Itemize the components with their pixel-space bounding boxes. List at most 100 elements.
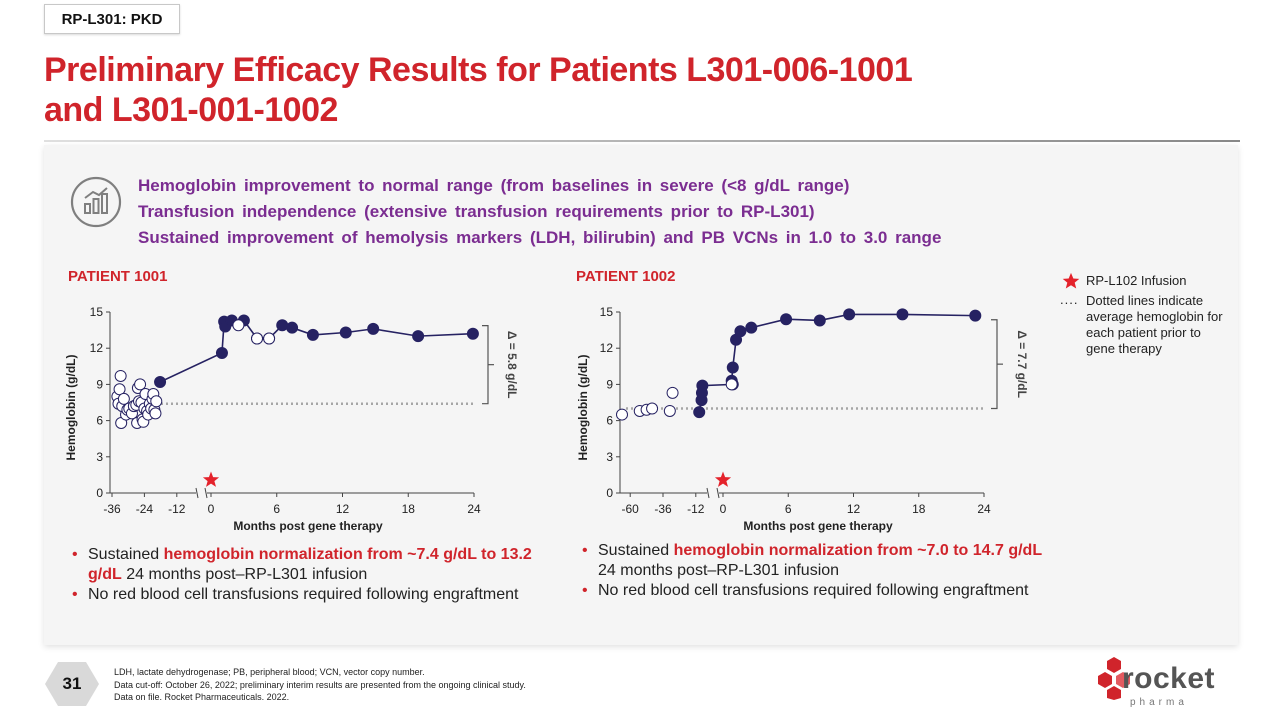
axis-break: [706, 487, 710, 499]
post-therapy-point: [726, 361, 739, 374]
page-number-hexagon: [45, 662, 99, 706]
legend-dotted-line-2: average hemoglobin for: [1086, 309, 1223, 324]
x-axis-label: Months post gene therapy: [743, 519, 893, 533]
post-therapy-point: [813, 314, 826, 327]
rocket-logo-icon: [1098, 657, 1130, 700]
bullet-text: 24 months post–RP-L301 infusion: [121, 566, 368, 583]
bullet-item: No red blood cell transfusions required …: [580, 581, 1100, 601]
headline-transfusion: Transfusion independence (extensive tran…: [138, 202, 815, 221]
legend-dotted-line-1: Dotted lines indicate: [1086, 293, 1204, 308]
post-therapy-point: [339, 326, 352, 339]
patient-1002-title: PATIENT 1002: [576, 268, 676, 285]
bullet-item: Sustained hemoglobin normalization from …: [580, 541, 1100, 581]
footnote-line: LDH, lactate dehydrogenase; PB, peripher…: [114, 667, 425, 677]
x-tick-label: -12: [168, 502, 186, 516]
patient-1002-chart: 0 3 6 9 12 15 -60 -36 -12 0 6 12 18 24 Months post gen…: [576, 305, 1029, 533]
post-therapy-point: [780, 313, 793, 326]
open-point: [725, 378, 738, 391]
y-tick-label: 0: [606, 486, 613, 500]
post-therapy-point: [276, 319, 289, 332]
patient-1001-chart: 0 3 6 9 12 15 -36 -24 -12 0 6 12 18 24 Months post gen…: [64, 305, 519, 533]
footnote-line: Data on file. Rocket Pharmaceuticals. 20…: [114, 692, 290, 702]
post-therapy-point: [154, 375, 167, 388]
y-tick-label: 12: [600, 341, 614, 355]
pre-therapy-point: [114, 369, 127, 382]
legend-dots-symbol: ....: [1060, 292, 1079, 307]
pre-therapy-point: [663, 404, 676, 417]
x-tick-label: -36: [103, 502, 121, 516]
logo-subtitle: pharma: [1130, 697, 1188, 708]
y-tick-label: 12: [90, 341, 104, 355]
pre-therapy-point: [134, 378, 147, 391]
footnote-line: Data cut-off: October 26, 2022; prelimin…: [114, 679, 526, 690]
patient-1001-bullets: Sustained hemoglobin normalization from …: [70, 545, 540, 605]
x-tick-label: -60: [622, 502, 640, 516]
open-point: [251, 332, 264, 345]
pre-therapy-point: [150, 395, 163, 408]
legend-dotted-line-3: each patient prior to: [1086, 325, 1201, 340]
x-tick-label: 12: [336, 502, 350, 516]
post-therapy-point: [969, 309, 982, 322]
pre-therapy-point: [646, 402, 659, 415]
post-therapy-point: [412, 330, 425, 343]
bullet-text: 24 months post–RP-L301 infusion: [598, 562, 840, 579]
y-tick-label: 3: [96, 450, 103, 464]
y-tick-label: 6: [96, 414, 103, 428]
post-therapy-point: [693, 406, 706, 419]
y-axis-label: Hemoglobin (g/dL): [64, 355, 78, 461]
x-tick-label: -12: [687, 502, 705, 516]
post-therapy-point: [745, 321, 758, 334]
delta-bracket: [482, 325, 489, 405]
delta-bracket: [991, 319, 998, 410]
infusion-star-icon: [202, 471, 220, 487]
title-divider: [44, 140, 1240, 142]
section-tag: RP-L301: PKD: [44, 4, 180, 34]
x-tick-label: 24: [977, 502, 991, 516]
y-tick-label: 9: [606, 377, 613, 391]
logo-wordmark: rocket: [1122, 662, 1216, 695]
headline-hemolysis: Sustained improvement of hemolysis marke…: [138, 228, 942, 247]
patient-1002-bullets: Sustained hemoglobin normalization from …: [580, 541, 1100, 601]
pre-therapy-point: [117, 392, 130, 405]
page-number: 31: [62, 674, 82, 693]
post-therapy-point: [896, 308, 909, 321]
bar-chart-icon: [70, 176, 122, 228]
y-tick-label: 9: [96, 377, 103, 391]
y-tick-label: 15: [90, 305, 104, 319]
post-therapy-point: [367, 322, 380, 335]
star-icon: [1062, 272, 1080, 289]
post-therapy-point: [734, 325, 747, 338]
x-tick-label: 24: [467, 502, 481, 516]
post-therapy-point: [466, 327, 479, 340]
legend-infusion-label: RP-L102 Infusion: [1086, 273, 1187, 288]
post-therapy-point: [306, 328, 319, 341]
x-tick-label: 18: [402, 502, 416, 516]
y-tick-label: 3: [606, 450, 613, 464]
bullet-item: No red blood cell transfusions required …: [70, 585, 540, 605]
patient-1001-title: PATIENT 1001: [68, 268, 168, 285]
axis-break: [716, 487, 720, 499]
page-title-line-2: and L301-001-1002: [44, 91, 338, 129]
axis-break: [195, 487, 199, 499]
pre-therapy-point: [149, 407, 162, 420]
pre-therapy-point: [616, 408, 628, 421]
x-tick-label: 12: [847, 502, 861, 516]
bullet-item: Sustained hemoglobin normalization from …: [70, 545, 540, 585]
post-therapy-point: [215, 347, 228, 360]
legend-dotted-text: Dotted lines indicate average hemoglobin…: [1086, 293, 1223, 357]
infusion-star-icon: [714, 471, 732, 487]
bullet-text: Sustained: [88, 546, 164, 563]
bullet-text: No red blood cell transfusions required …: [88, 586, 519, 603]
post-therapy-point: [696, 379, 709, 392]
headline-hemoglobin: Hemoglobin improvement to normal range (…: [138, 176, 850, 195]
y-tick-label: 15: [600, 305, 614, 319]
y-axis-label: Hemoglobin (g/dL): [576, 355, 590, 461]
x-tick-label: -36: [654, 502, 672, 516]
bullet-text: Sustained: [598, 542, 674, 559]
x-tick-label: 6: [273, 502, 280, 516]
open-point: [263, 332, 276, 345]
x-tick-label: 6: [785, 502, 792, 516]
bullet-highlight: hemoglobin normalization from ~7.0 to 14…: [673, 542, 1043, 559]
post-therapy-point: [286, 321, 299, 334]
